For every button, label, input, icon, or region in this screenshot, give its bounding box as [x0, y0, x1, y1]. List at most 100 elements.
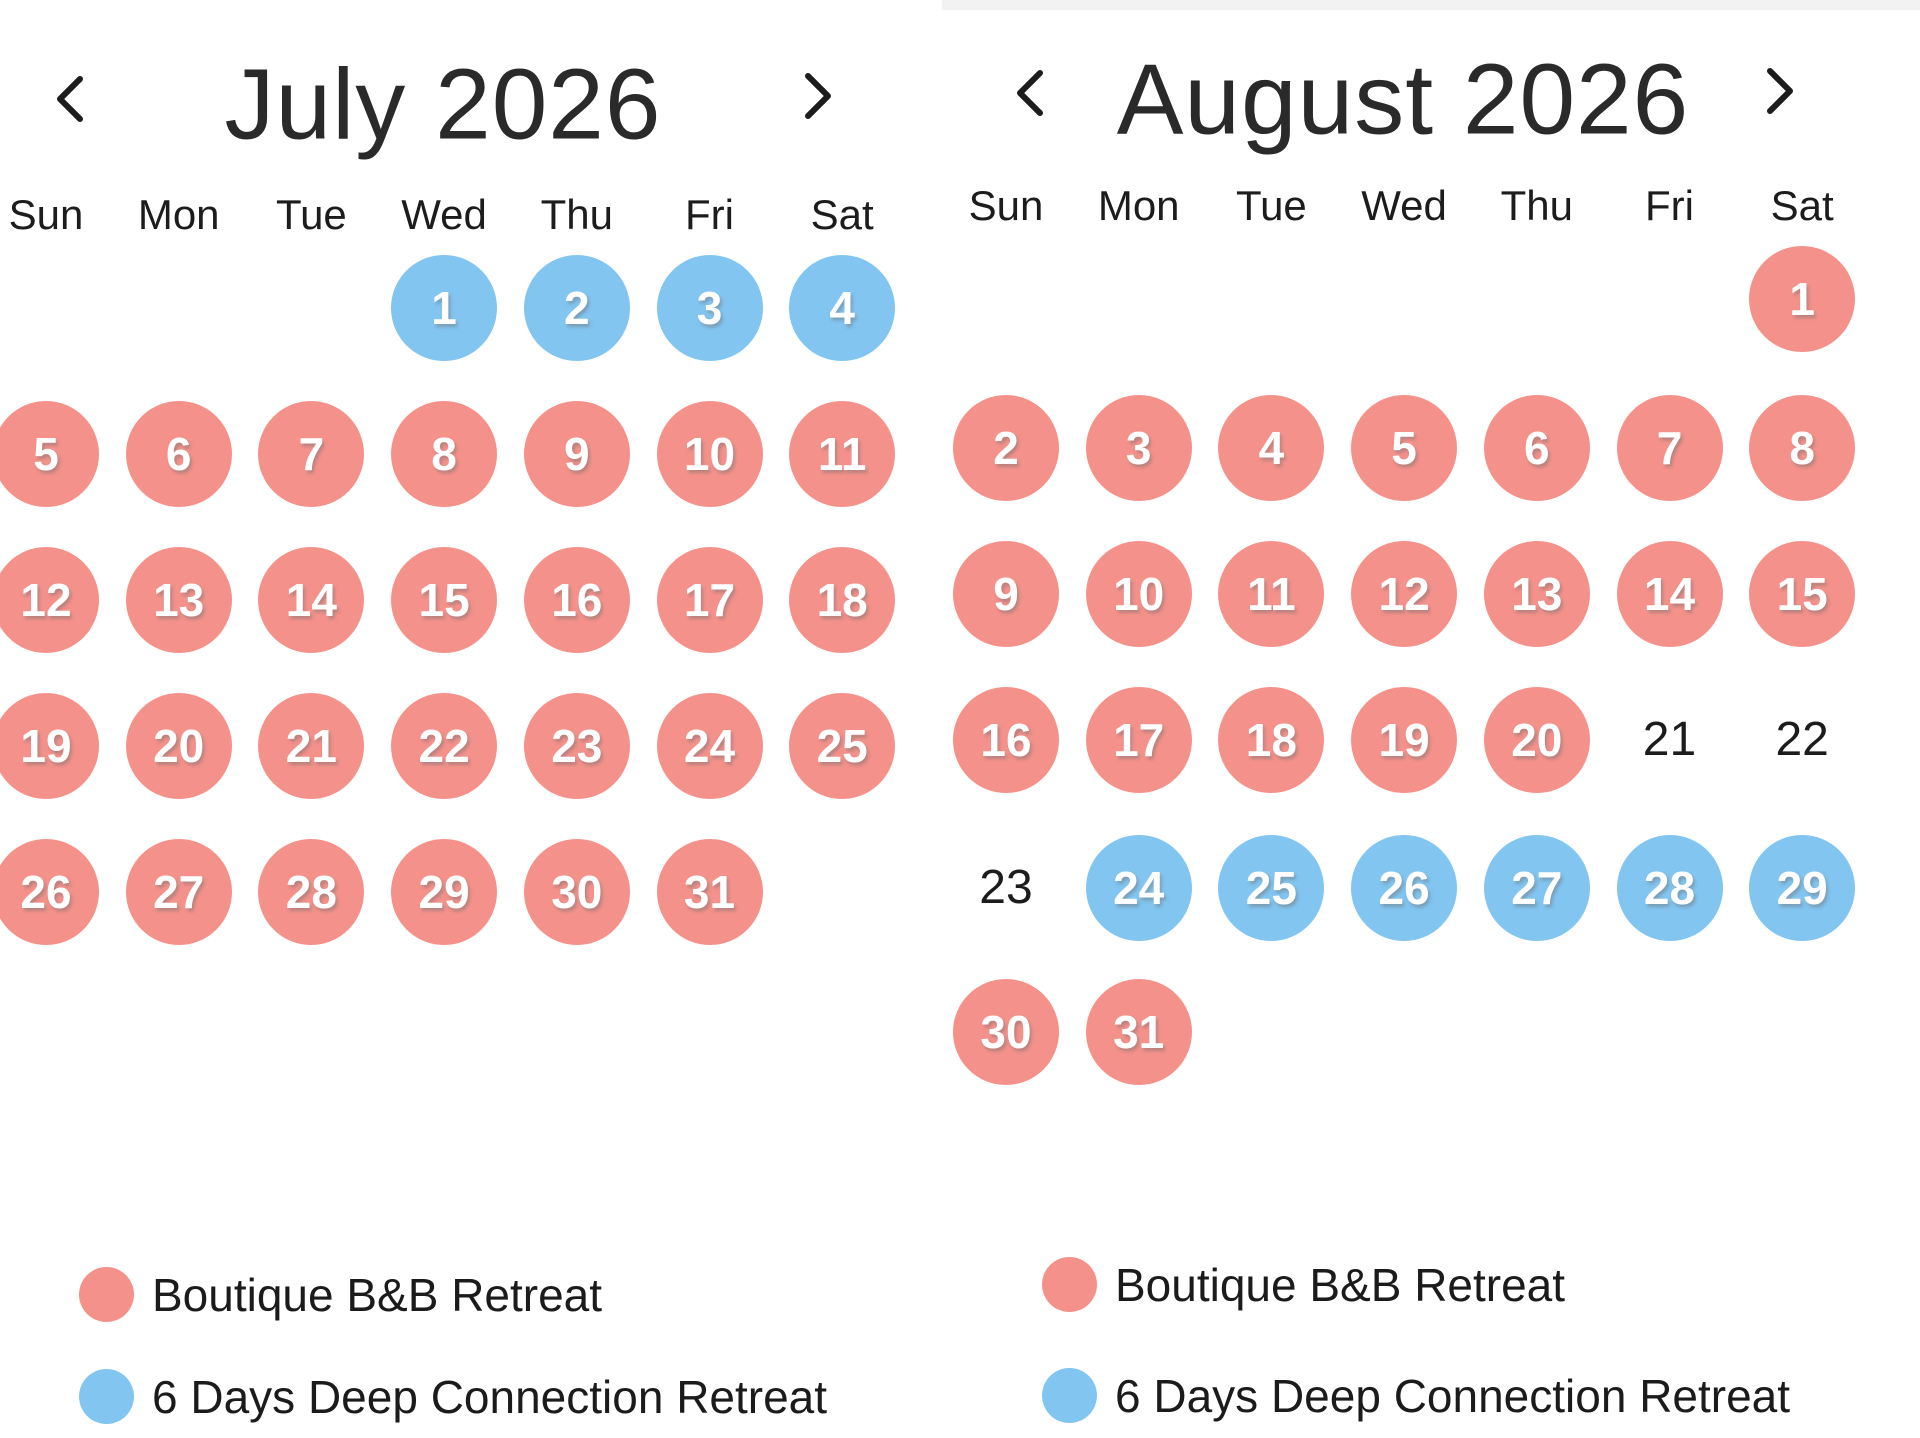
blue-legend-dot: [79, 1369, 134, 1424]
day-cell-pink-retreat[interactable]: 15: [1749, 541, 1856, 647]
day-cell-pink-retreat[interactable]: 8: [1749, 395, 1856, 501]
day-cell-pink-retreat[interactable]: 13: [1483, 541, 1590, 647]
weekday-label: Wed: [401, 191, 487, 238]
weekday-label: Sat: [810, 191, 874, 238]
chevron-left-icon: [1013, 67, 1047, 119]
weekday-label: Tue: [1235, 182, 1307, 229]
legend-label: Boutique B&B Retreat: [1115, 1258, 1566, 1311]
day-cell-pink-retreat[interactable]: 17: [1085, 687, 1192, 793]
pink-legend-dot: [1042, 1257, 1097, 1312]
day-cell-pink-retreat[interactable]: 20: [125, 693, 232, 799]
legend-label: Boutique B&B Retreat: [152, 1268, 603, 1321]
prev-month-button[interactable]: [38, 61, 102, 137]
day-cell-pink-retreat[interactable]: 27: [125, 839, 232, 945]
day-cell-pink-retreat[interactable]: 31: [656, 839, 763, 945]
chevron-right-icon: [1763, 65, 1797, 117]
day-cell-pink-retreat[interactable]: 4: [1218, 395, 1325, 501]
day-cell-pink-retreat[interactable]: 9: [523, 401, 630, 507]
day-cell-blue-retreat[interactable]: 28: [1616, 835, 1723, 941]
day-cell-pink-retreat[interactable]: 25: [789, 693, 896, 799]
legend-item: Boutique B&B Retreat: [1042, 1257, 1565, 1312]
day-cell-pink-retreat[interactable]: 14: [258, 547, 365, 653]
day-cell-pink-retreat[interactable]: 18: [1218, 687, 1325, 793]
day-cell-blue-retreat[interactable]: 3: [656, 255, 763, 361]
day-cell-pink-retreat[interactable]: 7: [258, 401, 365, 507]
day-cell-pink-retreat[interactable]: 14: [1616, 541, 1723, 647]
weekday-label: Wed: [1361, 182, 1447, 229]
weekday-label: Tue: [275, 191, 347, 238]
weekday-label: Thu: [1500, 182, 1573, 229]
day-cell-pink-retreat[interactable]: 30: [523, 839, 630, 945]
day-cell-pink-retreat[interactable]: 22: [391, 693, 498, 799]
day-cell-pink-retreat[interactable]: 21: [258, 693, 365, 799]
day-cell-pink-retreat[interactable]: 5: [0, 401, 99, 507]
day-cell-pink-retreat[interactable]: 19: [1351, 687, 1458, 793]
weekday-label: Sat: [1770, 182, 1834, 229]
day-cell-pink-retreat[interactable]: 18: [789, 547, 896, 653]
day-cell-pink-retreat[interactable]: 11: [1218, 541, 1325, 647]
legend-label: 6 Days Deep Connection Retreat: [152, 1370, 828, 1423]
day-cell-pink-retreat[interactable]: 19: [0, 693, 99, 799]
chevron-right-icon: [801, 70, 835, 122]
blue-legend-dot: [1042, 1368, 1097, 1423]
day-cell-pink-retreat[interactable]: 6: [1483, 395, 1590, 501]
day-cell-pink-retreat[interactable]: 28: [258, 839, 365, 945]
top-edge-strip: [942, 0, 1920, 10]
month-title: August 2026: [1116, 43, 1690, 156]
day-cell-blue-retreat[interactable]: 29: [1749, 835, 1856, 941]
month-title: July 2026: [224, 48, 662, 161]
day-cell-blue-retreat[interactable]: 27: [1483, 835, 1590, 941]
day-cell-pink-retreat[interactable]: 10: [1085, 541, 1192, 647]
day-cell-blue-retreat[interactable]: 4: [789, 255, 896, 361]
day-cell-pink-retreat[interactable]: 16: [953, 687, 1059, 793]
day-cell-blue-retreat[interactable]: 24: [1085, 835, 1192, 941]
day-cell-blue-retreat[interactable]: 2: [523, 255, 630, 361]
day-cell-blue-retreat[interactable]: 1: [391, 255, 498, 361]
day-cell-pink-retreat[interactable]: 2: [953, 395, 1059, 501]
weekday-label: Fri: [685, 191, 734, 238]
day-cell: 21: [1642, 713, 1697, 766]
day-cell-pink-retreat[interactable]: 31: [1085, 979, 1192, 1085]
prev-month-button[interactable]: [998, 55, 1062, 131]
day-cell-pink-retreat[interactable]: 13: [125, 547, 232, 653]
day-cell: 22: [1775, 713, 1829, 766]
day-cell-pink-retreat[interactable]: 6: [125, 401, 232, 507]
day-cell-pink-retreat[interactable]: 26: [0, 839, 99, 945]
day-cell-pink-retreat[interactable]: 12: [0, 547, 99, 653]
day-cell-blue-retreat[interactable]: 26: [1351, 835, 1458, 941]
weekday-label: Mon: [1097, 182, 1180, 229]
day-cell-pink-retreat[interactable]: 10: [656, 401, 763, 507]
weekday-label: Mon: [137, 191, 220, 238]
weekday-label: Fri: [1645, 182, 1694, 229]
weekday-label: Sun: [968, 182, 1044, 229]
day-cell-pink-retreat[interactable]: 1: [1749, 246, 1856, 352]
day-cell-pink-retreat[interactable]: 3: [1085, 395, 1192, 501]
day-cell-pink-retreat[interactable]: 24: [656, 693, 763, 799]
day-cell-pink-retreat[interactable]: 9: [953, 541, 1059, 647]
day-cell-pink-retreat[interactable]: 29: [391, 839, 498, 945]
day-cell-pink-retreat[interactable]: 23: [523, 693, 630, 799]
chevron-left-icon: [53, 73, 87, 125]
day-cell-pink-retreat[interactable]: 15: [391, 547, 498, 653]
day-cell-pink-retreat[interactable]: 7: [1616, 395, 1723, 501]
legend-item: Boutique B&B Retreat: [79, 1267, 602, 1322]
pink-legend-dot: [79, 1267, 134, 1322]
legend-item: 6 Days Deep Connection Retreat: [1042, 1368, 1790, 1423]
weekday-label: Thu: [540, 191, 613, 238]
day-cell-pink-retreat[interactable]: 30: [953, 979, 1059, 1085]
next-month-button[interactable]: [1748, 53, 1812, 129]
weekday-label: Sun: [8, 191, 84, 238]
legend-item: 6 Days Deep Connection Retreat: [79, 1369, 827, 1424]
next-month-button[interactable]: [786, 58, 850, 134]
day-cell-pink-retreat[interactable]: 11: [789, 401, 896, 507]
legend-label: 6 Days Deep Connection Retreat: [1115, 1369, 1791, 1422]
day-cell-pink-retreat[interactable]: 12: [1351, 541, 1458, 647]
day-cell-pink-retreat[interactable]: 5: [1351, 395, 1458, 501]
day-cell-pink-retreat[interactable]: 16: [523, 547, 630, 653]
day-cell-pink-retreat[interactable]: 20: [1483, 687, 1590, 793]
day-cell-blue-retreat[interactable]: 25: [1218, 835, 1325, 941]
day-cell-pink-retreat[interactable]: 17: [656, 547, 763, 653]
day-cell: 23: [979, 861, 1033, 914]
day-cell-pink-retreat[interactable]: 8: [391, 401, 498, 507]
